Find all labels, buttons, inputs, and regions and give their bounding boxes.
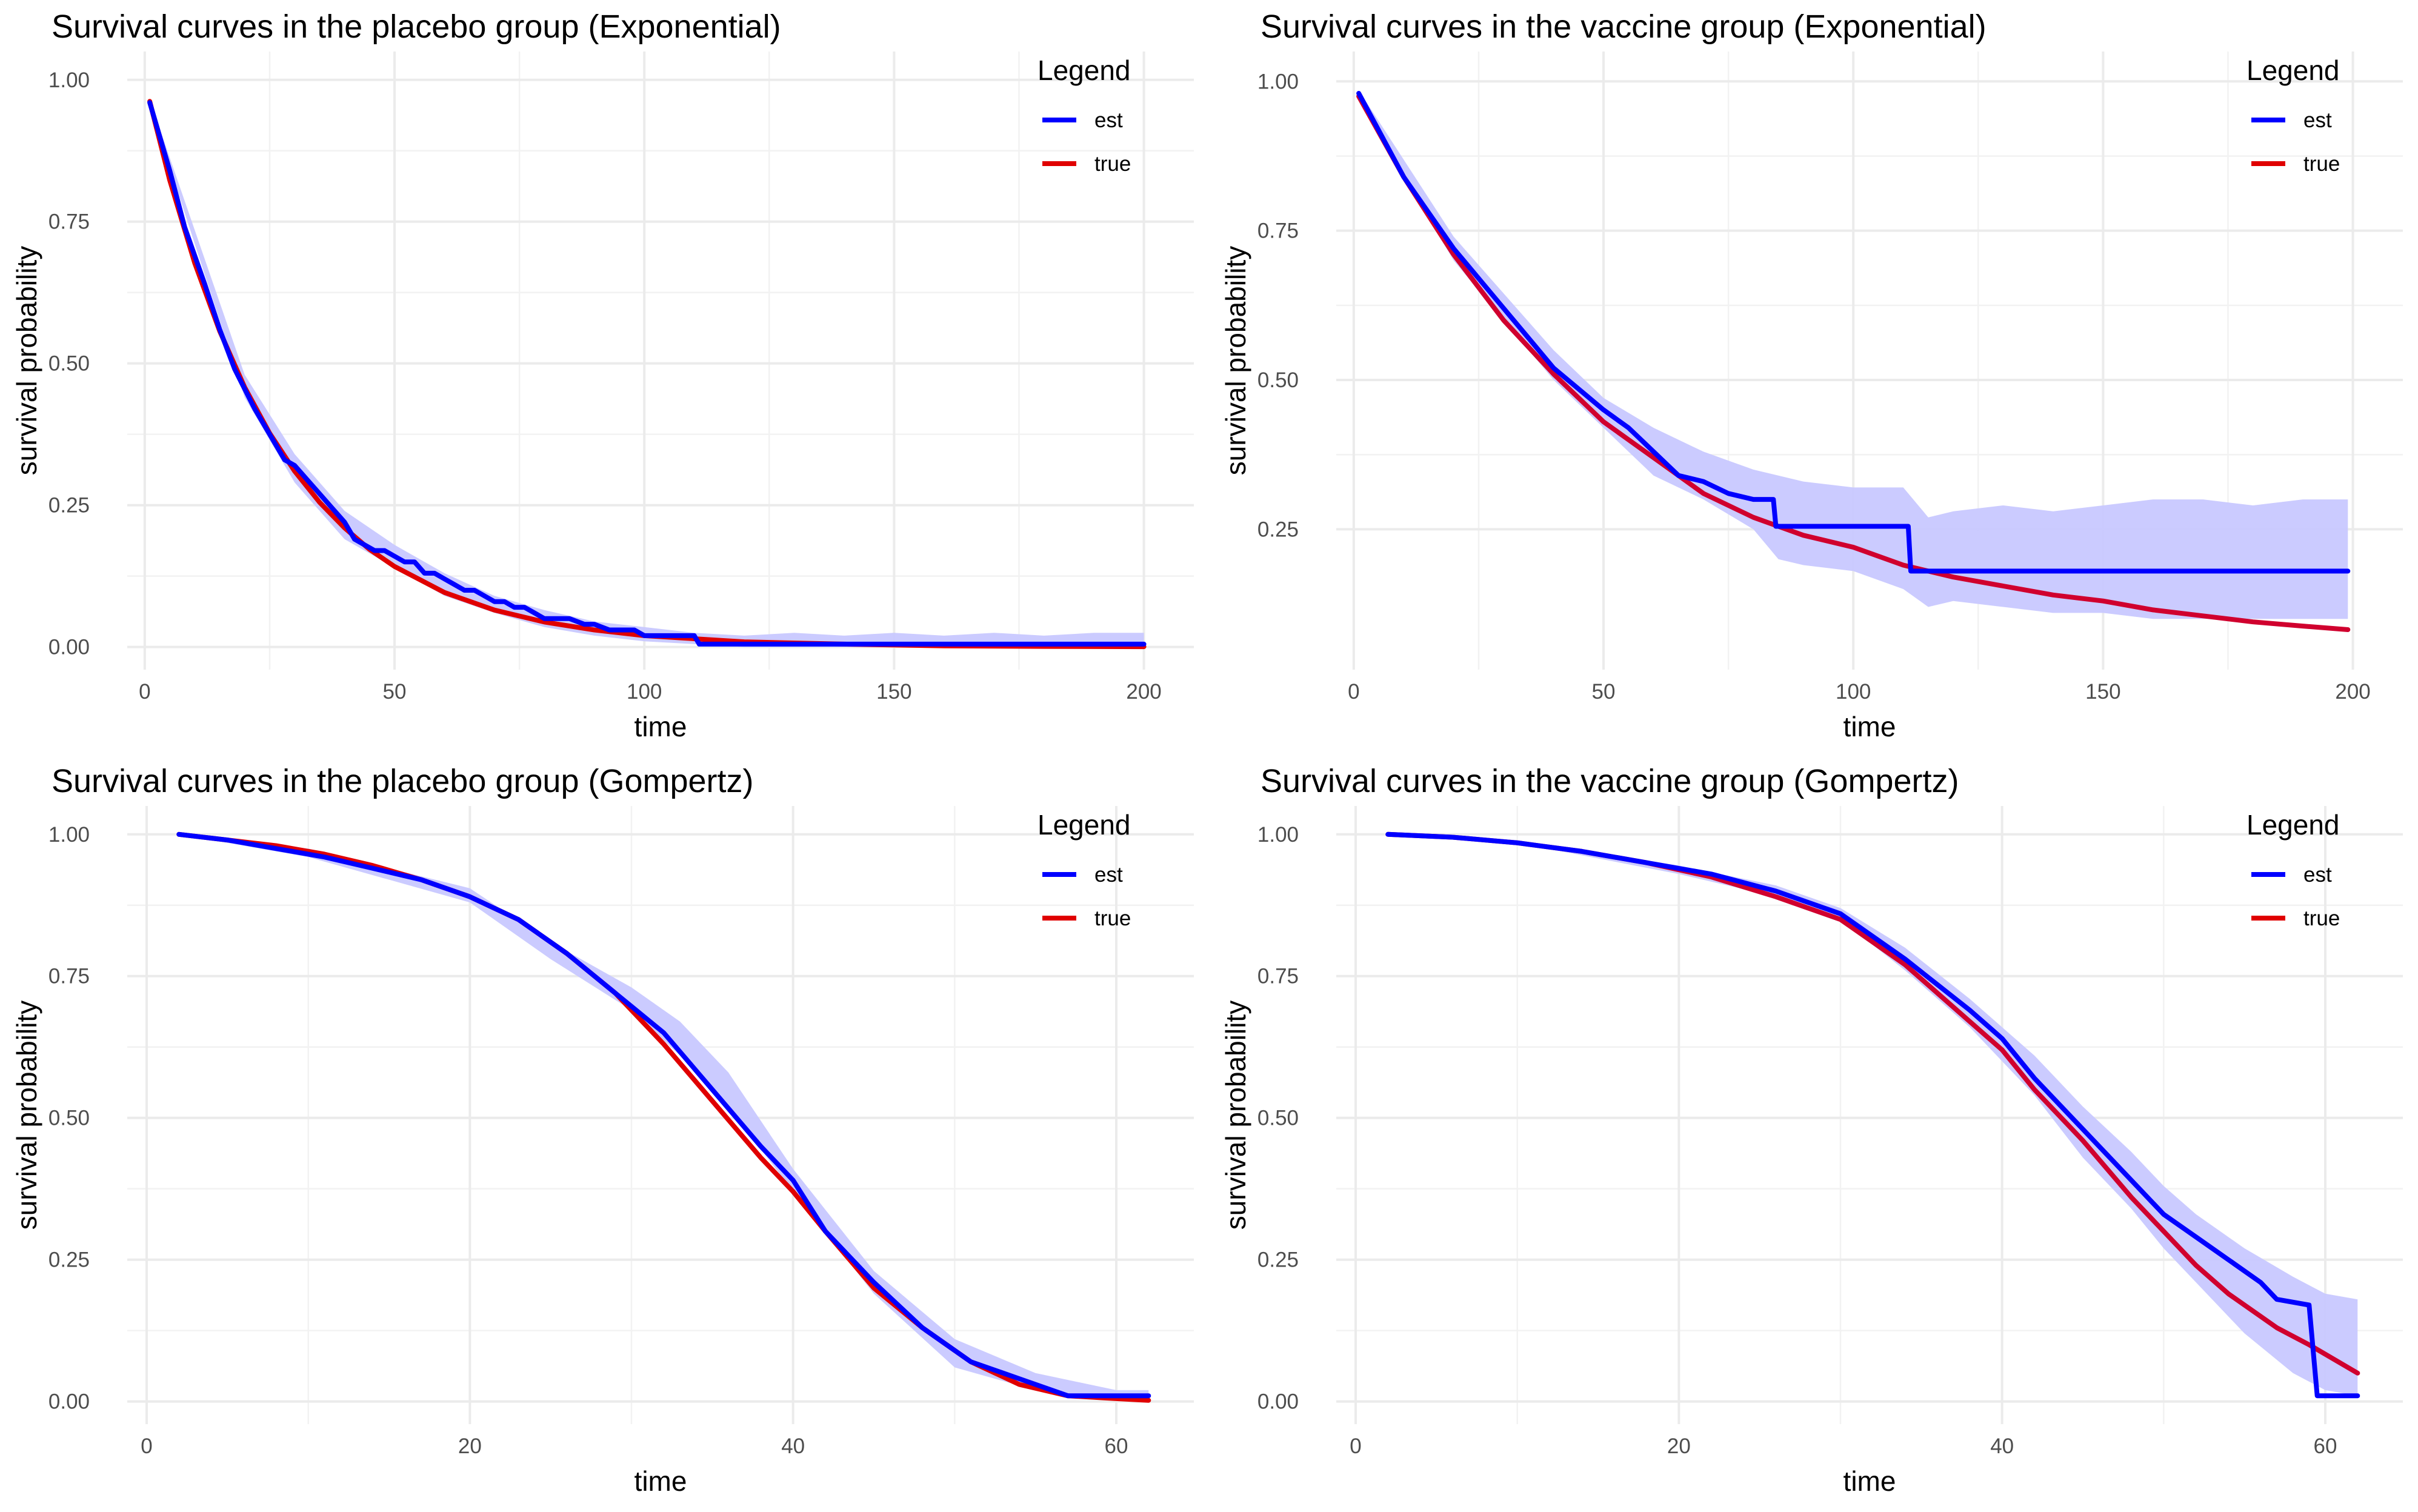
x-tick-label: 0 [141, 1434, 152, 1458]
series-line-true [147, 99, 1147, 650]
y-tick-label: 0.50 [48, 1107, 90, 1130]
x-tick-label: 60 [2314, 1434, 2337, 1458]
series-line-true [1356, 93, 2351, 632]
x-tick-label: 40 [1990, 1434, 2014, 1458]
confidence-band [1388, 834, 2358, 1396]
series-line-est [147, 100, 1147, 647]
y-tick-label: 1.00 [48, 823, 90, 847]
y-axis-title: survival probability [11, 1001, 42, 1230]
legend-title: Legend [1037, 55, 1131, 86]
legend-label-true: true [2303, 152, 2340, 176]
y-axis-title: survival probability [1220, 246, 1251, 475]
x-tick-label: 0 [139, 680, 150, 704]
series-line-est [1385, 831, 2360, 1399]
panel-vaccine-gompertz: 0 20 40 60 0.00 0.25 0.50 0.75 1.00 Survival curv… [1209, 754, 2418, 1509]
y-tick-label: 0.00 [48, 1390, 90, 1414]
grid [127, 806, 1194, 1424]
panel-placebo-gompertz: 0 20 40 60 0.00 0.25 0.50 0.75 1.00 Survival curv… [0, 754, 1209, 1509]
series-line-est [1356, 91, 2351, 574]
x-tick-label: 50 [1592, 680, 1616, 704]
chart-title: Survival curves in the placebo group (Go… [52, 763, 754, 799]
legend-label-est: est [1094, 863, 1123, 887]
x-axis-title: time [1843, 711, 1896, 742]
y-tick-label: 0.50 [48, 352, 90, 376]
x-tick-label: 60 [1105, 1434, 1128, 1458]
x-axis-title: time [634, 1465, 687, 1497]
chart-placebo-gompertz: 0 20 40 60 0.00 0.25 0.50 0.75 1.00 Survival curv… [11, 763, 1194, 1497]
x-tick-label: 100 [627, 680, 662, 704]
y-tick-label: 0.00 [1257, 1390, 1299, 1414]
chart-title: Survival curves in the placebo group (Ex… [52, 8, 781, 45]
y-tick-label: 1.00 [1257, 70, 1299, 93]
y-tick-label: 0.25 [48, 1248, 90, 1272]
y-tick-label: 0.25 [48, 494, 90, 518]
confidence-band [150, 99, 1144, 647]
x-tick-label: 40 [781, 1434, 805, 1458]
x-tick-label: 100 [1836, 680, 1871, 704]
y-tick-label: 0.25 [1257, 518, 1299, 541]
y-axis-title: survival probability [11, 246, 42, 475]
x-tick-label: 20 [458, 1434, 482, 1458]
y-tick-label: 0.75 [1257, 965, 1299, 988]
legend-label-est: est [1094, 108, 1123, 132]
x-tick-label: 200 [1126, 680, 1161, 704]
legend: Legend est true [1037, 55, 1131, 176]
chart-title: Survival curves in the vaccine group (Go… [1261, 763, 1959, 799]
grid [1336, 806, 2403, 1424]
y-tick-label: 0.00 [48, 636, 90, 659]
x-axis-title: time [1843, 1465, 1896, 1497]
x-tick-label: 150 [2085, 680, 2120, 704]
legend-label-true: true [1094, 907, 1131, 930]
x-tick-label: 0 [1350, 1434, 1361, 1458]
legend-title: Legend [2246, 55, 2340, 86]
legend-title: Legend [1037, 809, 1131, 841]
legend-label-est: est [2303, 108, 2332, 132]
panel-placebo-exponential: 0 50 100 150 200 0.00 0.25 0.50 0.75 1.00 Survival… [0, 0, 1209, 754]
x-tick-label: 150 [876, 680, 911, 704]
y-tick-label: 0.50 [1257, 368, 1299, 392]
y-tick-label: 0.75 [48, 210, 90, 234]
x-tick-label: 0 [1348, 680, 1359, 704]
chart-title: Survival curves in the vaccine group (Ex… [1261, 8, 1987, 45]
y-tick-label: 1.00 [1257, 823, 1299, 847]
x-tick-label: 200 [2335, 680, 2370, 704]
x-tick-label: 20 [1667, 1434, 1691, 1458]
x-tick-label: 50 [383, 680, 407, 704]
series-line-true [176, 831, 1151, 1403]
legend-label-true: true [1094, 152, 1131, 176]
legend: Legend est true [2246, 809, 2340, 930]
legend-label-est: est [2303, 863, 2332, 887]
chart-vaccine-exponential: 0 50 100 150 200 0.25 0.50 0.75 1.00 Survival cur… [1220, 8, 2403, 742]
chart-placebo-exponential: 0 50 100 150 200 0.00 0.25 0.50 0.75 1.00 Survival… [11, 8, 1194, 742]
legend: Legend est true [2246, 55, 2340, 176]
legend-title: Legend [2246, 809, 2340, 841]
x-axis-title: time [634, 711, 687, 742]
confidence-band [1359, 90, 2348, 619]
y-tick-label: 0.50 [1257, 1107, 1299, 1130]
y-tick-label: 0.75 [1257, 219, 1299, 243]
chart-vaccine-gompertz: 0 20 40 60 0.00 0.25 0.50 0.75 1.00 Survival curv… [1220, 763, 2403, 1497]
y-tick-label: 1.00 [48, 68, 90, 92]
y-tick-label: 0.75 [48, 965, 90, 988]
y-tick-label: 0.25 [1257, 1248, 1299, 1272]
panel-vaccine-exponential: 0 50 100 150 200 0.25 0.50 0.75 1.00 Survival cur… [1209, 0, 2418, 754]
grid [127, 52, 1194, 670]
legend: Legend est true [1037, 809, 1131, 930]
series-line-est [176, 831, 1151, 1399]
y-axis-title: survival probability [1220, 1001, 1251, 1230]
legend-label-true: true [2303, 907, 2340, 930]
